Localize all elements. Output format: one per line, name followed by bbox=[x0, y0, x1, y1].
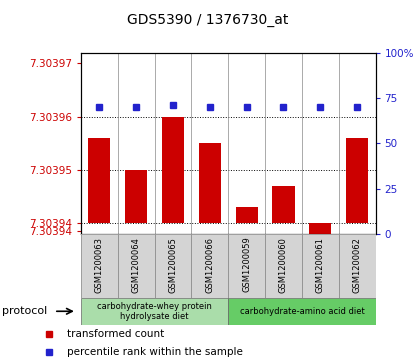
Text: GSM1200066: GSM1200066 bbox=[205, 237, 214, 293]
Text: carbohydrate-whey protein
hydrolysate diet: carbohydrate-whey protein hydrolysate di… bbox=[97, 302, 212, 321]
Text: GSM1200060: GSM1200060 bbox=[279, 237, 288, 293]
Text: percentile rank within the sample: percentile rank within the sample bbox=[67, 347, 243, 358]
Text: GSM1200064: GSM1200064 bbox=[132, 237, 141, 293]
Text: protocol: protocol bbox=[2, 306, 47, 316]
Bar bbox=[199, 143, 221, 224]
Text: transformed count: transformed count bbox=[67, 329, 164, 339]
Text: GSM1200065: GSM1200065 bbox=[168, 237, 178, 293]
Bar bbox=[346, 138, 368, 224]
Text: GSM1200059: GSM1200059 bbox=[242, 237, 251, 293]
Bar bbox=[273, 186, 295, 224]
Text: carbohydrate-amino acid diet: carbohydrate-amino acid diet bbox=[239, 307, 364, 316]
Bar bbox=[339, 234, 376, 298]
Bar bbox=[309, 224, 332, 250]
Bar bbox=[162, 117, 184, 224]
Bar bbox=[118, 234, 155, 298]
Bar bbox=[88, 138, 110, 224]
Text: GDS5390 / 1376730_at: GDS5390 / 1376730_at bbox=[127, 13, 288, 27]
Text: GSM1200061: GSM1200061 bbox=[316, 237, 325, 293]
Bar bbox=[191, 234, 228, 298]
Bar bbox=[228, 298, 376, 325]
Bar bbox=[125, 170, 147, 224]
Text: GSM1200063: GSM1200063 bbox=[95, 237, 104, 293]
Bar bbox=[265, 234, 302, 298]
Bar bbox=[228, 234, 265, 298]
Text: GSM1200062: GSM1200062 bbox=[353, 237, 361, 293]
Bar bbox=[81, 234, 118, 298]
Bar bbox=[236, 207, 258, 224]
Bar bbox=[155, 234, 191, 298]
Bar bbox=[81, 298, 228, 325]
Bar bbox=[302, 234, 339, 298]
